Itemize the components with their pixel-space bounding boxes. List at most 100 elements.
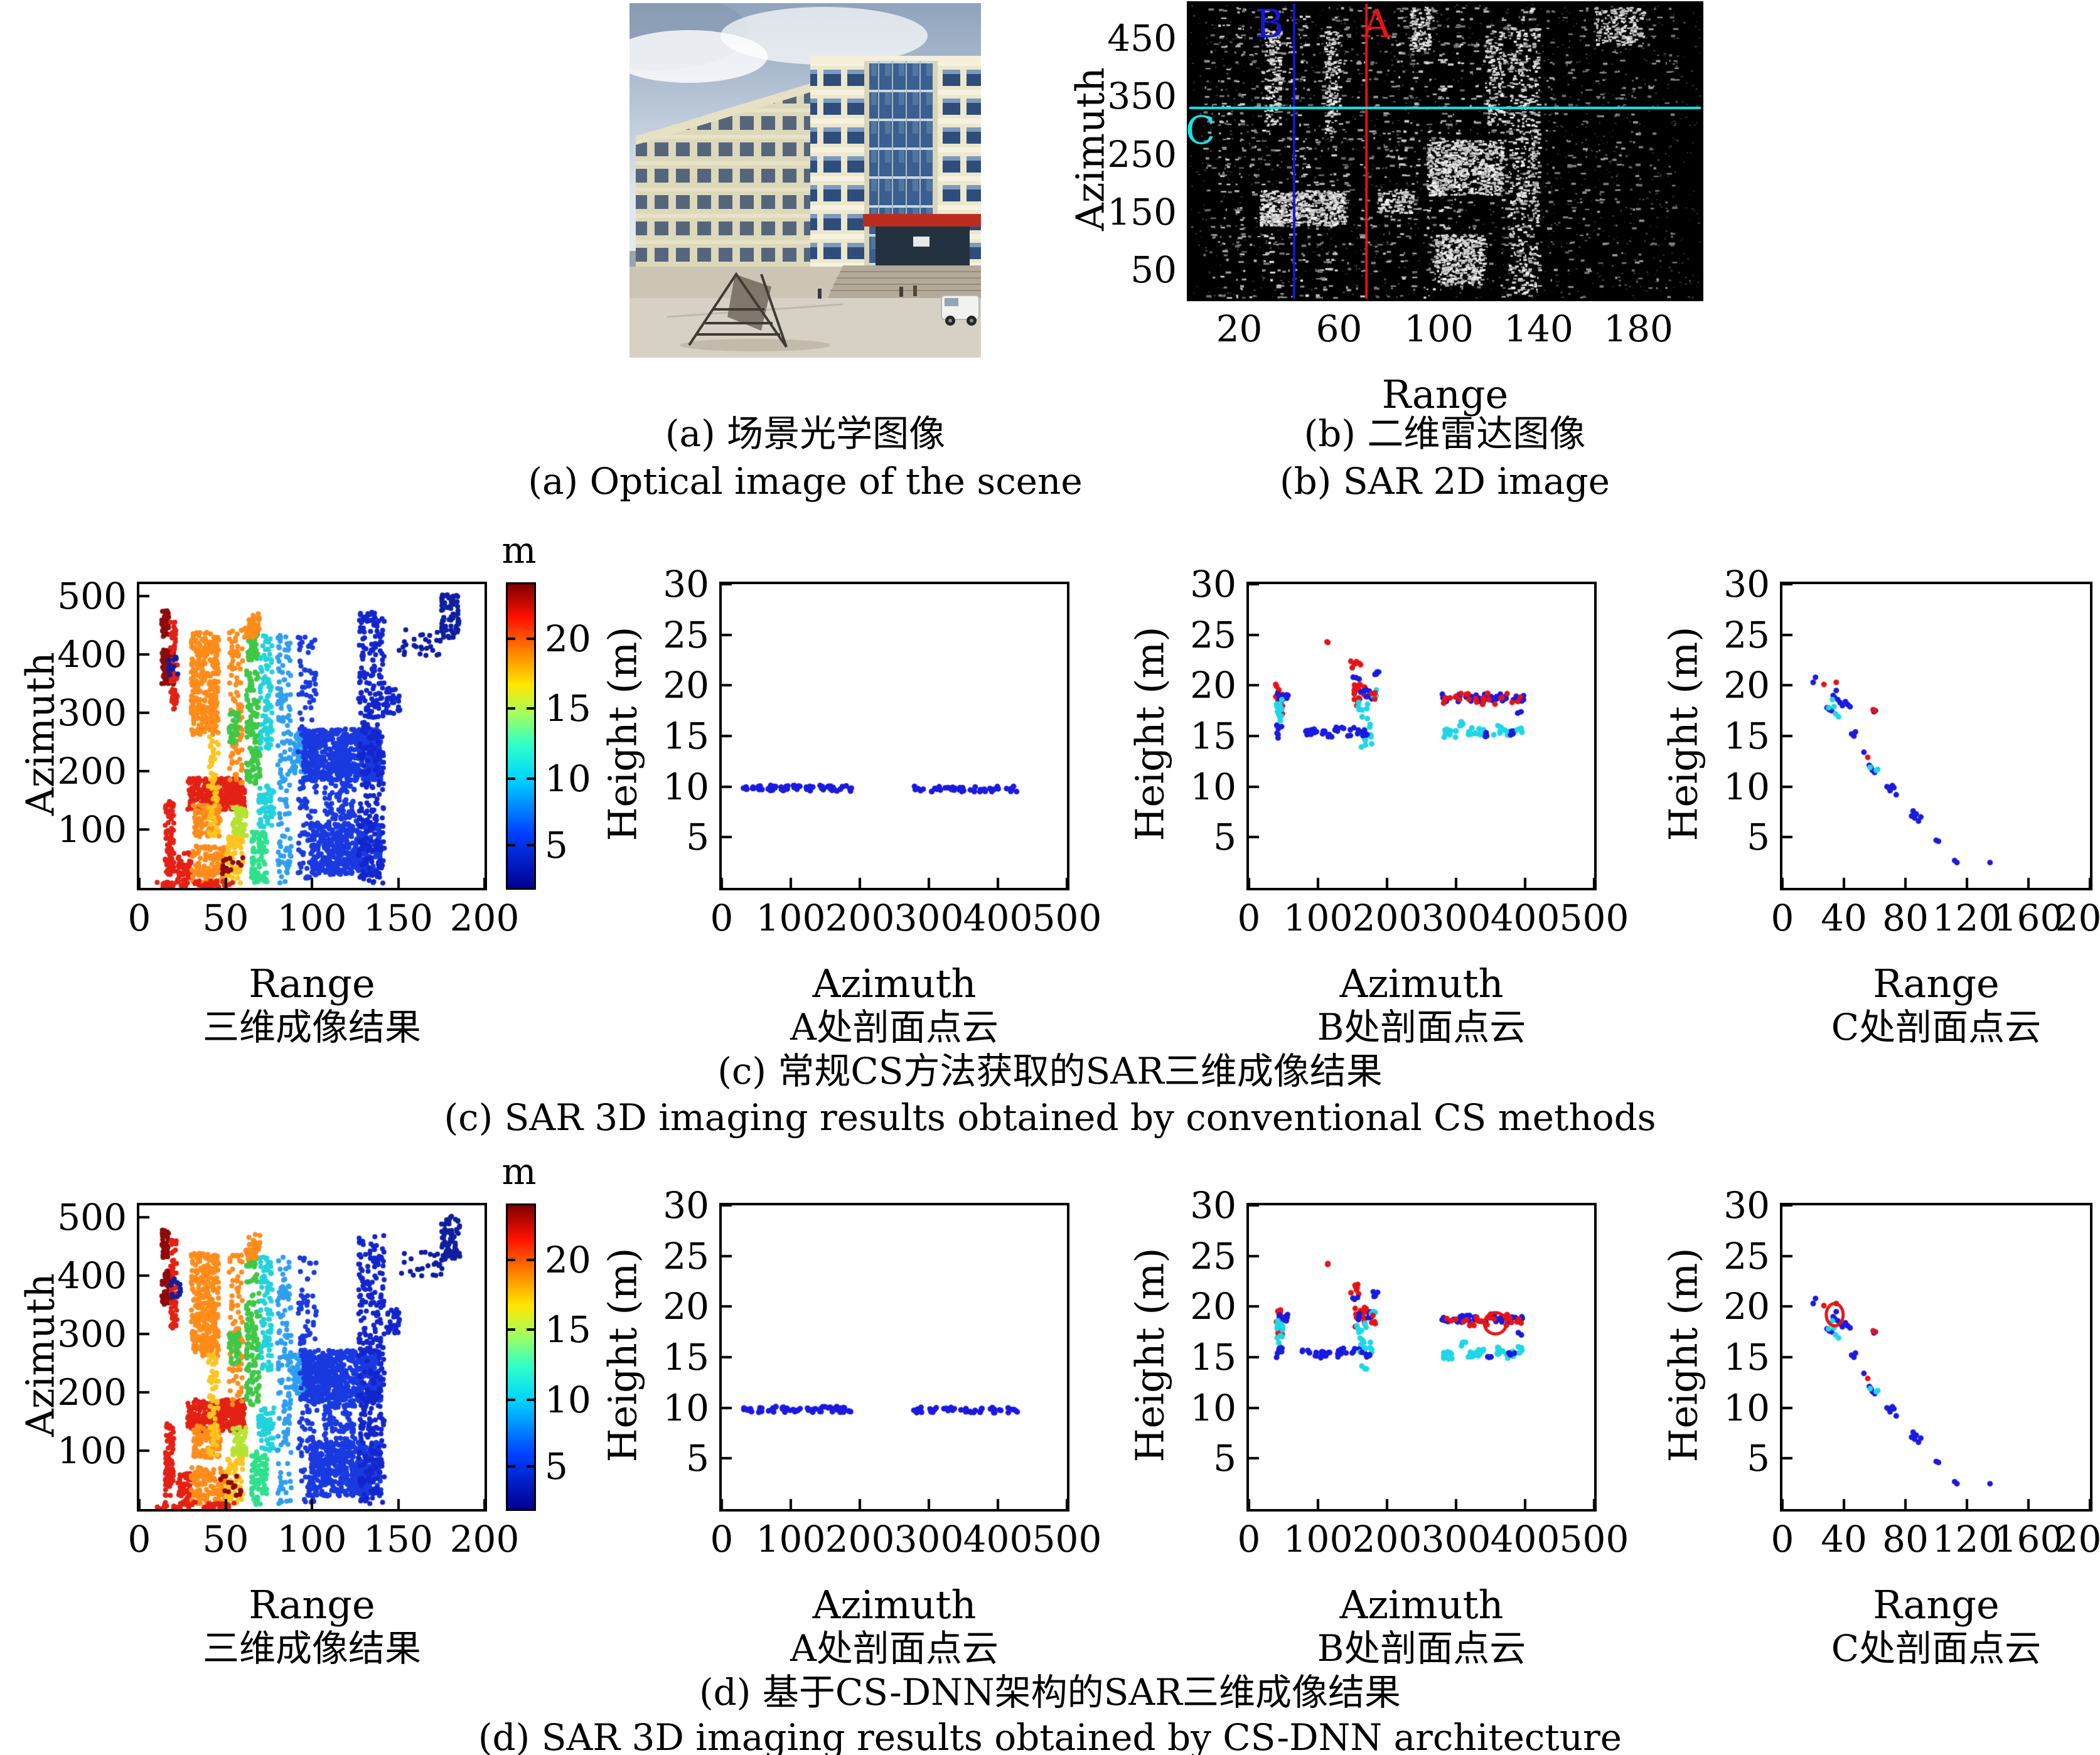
y-tick-label: 30 bbox=[1723, 563, 1770, 605]
x-tick-label: 100 bbox=[756, 897, 826, 939]
x-tick-label: 100 bbox=[1404, 307, 1474, 350]
x-tick-label: 100 bbox=[277, 897, 347, 939]
y-tick-label: 20 bbox=[1190, 1285, 1236, 1328]
plot-canvas-c3d bbox=[139, 584, 485, 888]
colorbar-tick-mark bbox=[527, 707, 534, 710]
y-tick-label: 30 bbox=[1190, 563, 1236, 605]
x-tick-label: 400 bbox=[963, 897, 1033, 939]
panel-c3d: 0 50 100 150 200 100 200 300 400 500 Range Azimuth 三… bbox=[17, 531, 591, 1047]
x-tick-label: 0 bbox=[127, 897, 151, 939]
y-tick-label: 25 bbox=[1190, 613, 1236, 656]
x-tick-label: 200 bbox=[1352, 1518, 1422, 1560]
colorbar-tick-mark bbox=[508, 1328, 515, 1331]
panel-cC: 0 40 80120160200 5 10 15 20 25 30 Range Height (m)… bbox=[1660, 565, 2100, 1047]
x-tick-label: 200 bbox=[825, 897, 895, 939]
y-tick-label: 5 bbox=[686, 816, 709, 859]
x-tick-label: 500 bbox=[1559, 897, 1629, 939]
plot-canvas-cA bbox=[722, 584, 1067, 888]
y-tick-label: 30 bbox=[1723, 1184, 1770, 1227]
panel-cA: 0 100 200 300 400 500 5 10 15 20 25 30 Azimuth Height… bbox=[599, 565, 1101, 1047]
x-tick-label: 300 bbox=[894, 1518, 964, 1560]
plot-canvas-sar2d bbox=[1189, 4, 1701, 299]
sar-line-label-B: B bbox=[1255, 1, 1284, 47]
x-tick-label: 150 bbox=[363, 1518, 433, 1560]
y-tick-label: 5 bbox=[1213, 816, 1236, 859]
x-tick-label: 200 bbox=[1352, 897, 1422, 939]
x-tick-label: 200 bbox=[449, 897, 520, 939]
colorbar-tick-mark bbox=[508, 1259, 515, 1262]
colorbar-tick-mark bbox=[527, 844, 534, 847]
x-tick-label: 0 bbox=[710, 1518, 734, 1560]
colorbar-tick-label: 15 bbox=[545, 1308, 591, 1352]
x-axis-title: Range bbox=[249, 961, 375, 1006]
colorbar-tick-label: 20 bbox=[545, 617, 591, 661]
sar-line-label-A: A bbox=[1363, 1, 1391, 47]
y-tick-label: 30 bbox=[1190, 1184, 1236, 1227]
panel-d3d: 0 50 100 150 200 100 200 300 400 500 Range Azimuth 三… bbox=[17, 1153, 591, 1668]
optical-photo bbox=[629, 3, 981, 358]
plot-canvas-dC bbox=[1782, 1205, 2090, 1509]
y-tick-label: 10 bbox=[1190, 765, 1236, 808]
panel-subcaption: A处剖面点云 bbox=[790, 1006, 999, 1048]
x-tick-label: 150 bbox=[363, 897, 433, 939]
plot-canvas-cC bbox=[1782, 584, 2090, 888]
optical-photo-drawing bbox=[629, 3, 981, 358]
x-tick-label: 160 bbox=[1993, 897, 2064, 939]
x-tick-label: 50 bbox=[202, 1518, 249, 1560]
x-tick-label: 200 bbox=[2055, 1518, 2100, 1560]
colorbar-tick-mark bbox=[527, 1398, 534, 1401]
y-tick-label: 300 bbox=[57, 691, 127, 734]
panel-subcaption: B处剖面点云 bbox=[1317, 1006, 1526, 1048]
y-tick-label: 20 bbox=[663, 1285, 709, 1328]
y-tick-label: 10 bbox=[1723, 1386, 1770, 1429]
plot-canvas-cB bbox=[1249, 584, 1594, 888]
x-tick-label: 120 bbox=[1932, 1518, 2002, 1560]
colorbar-tick-mark bbox=[527, 1259, 534, 1262]
y-axis-title: Height (m) bbox=[1127, 626, 1173, 841]
caption-b-en: (b) SAR 2D image bbox=[1280, 460, 1610, 503]
y-tick-label: 350 bbox=[1107, 75, 1177, 118]
y-tick-label: 10 bbox=[663, 1386, 709, 1429]
colorbar-tick-mark bbox=[527, 777, 534, 780]
panel-cB: 0 100 200 300 400 500 5 10 15 20 25 30 Azimuth Height… bbox=[1127, 565, 1629, 1047]
sar-line-label-C: C bbox=[1185, 107, 1216, 153]
x-tick-label: 100 bbox=[1283, 1518, 1353, 1560]
y-tick-label: 30 bbox=[663, 563, 709, 605]
y-tick-label: 20 bbox=[1723, 664, 1770, 707]
x-tick-label: 300 bbox=[1421, 897, 1491, 939]
x-tick-label: 80 bbox=[1882, 1518, 1929, 1560]
y-tick-label: 10 bbox=[1190, 1386, 1236, 1429]
colorbar-tick-mark bbox=[527, 1465, 534, 1468]
panel-dB: 0 100 200 300 400 500 5 10 15 20 25 30 Azimuth Height… bbox=[1127, 1187, 1629, 1668]
y-tick-label: 300 bbox=[57, 1312, 127, 1355]
y-tick-label: 25 bbox=[1723, 1234, 1770, 1278]
y-tick-label: 15 bbox=[1190, 715, 1236, 757]
x-axis-title: Azimuth bbox=[1339, 961, 1504, 1006]
colorbar-tick-label: 20 bbox=[545, 1239, 591, 1282]
y-tick-label: 15 bbox=[1723, 1336, 1770, 1379]
x-tick-label: 500 bbox=[1559, 1518, 1629, 1560]
y-axis-title: Height (m) bbox=[599, 626, 646, 841]
y-tick-label: 5 bbox=[1213, 1437, 1236, 1480]
y-tick-label: 150 bbox=[1107, 190, 1177, 233]
colorbar-tick-label: 15 bbox=[545, 687, 591, 730]
panel-subcaption: A处剖面点云 bbox=[790, 1627, 999, 1670]
colorbar-tick-mark bbox=[508, 637, 515, 641]
x-tick-label: 50 bbox=[202, 897, 249, 939]
y-tick-label: 15 bbox=[1723, 715, 1770, 757]
colorbar-tick-mark bbox=[508, 1398, 515, 1401]
y-tick-label: 25 bbox=[1190, 1234, 1236, 1278]
caption-a-en: (a) Optical image of the scene bbox=[528, 460, 1083, 503]
x-tick-label: 0 bbox=[1237, 1518, 1261, 1560]
x-tick-label: 80 bbox=[1882, 897, 1929, 939]
y-tick-label: 400 bbox=[57, 1254, 127, 1297]
y-axis-title: Azimuth bbox=[17, 652, 63, 816]
colorbar bbox=[506, 582, 536, 890]
x-axis-title: Azimuth bbox=[812, 1582, 977, 1628]
panel-subcaption: 三维成像结果 bbox=[202, 1006, 421, 1048]
colorbar-tick-mark bbox=[527, 637, 534, 641]
caption-d-en: (d) SAR 3D imaging results obtained by C… bbox=[478, 1716, 1622, 1755]
x-tick-label: 500 bbox=[1032, 897, 1102, 939]
x-tick-label: 300 bbox=[1421, 1518, 1491, 1560]
